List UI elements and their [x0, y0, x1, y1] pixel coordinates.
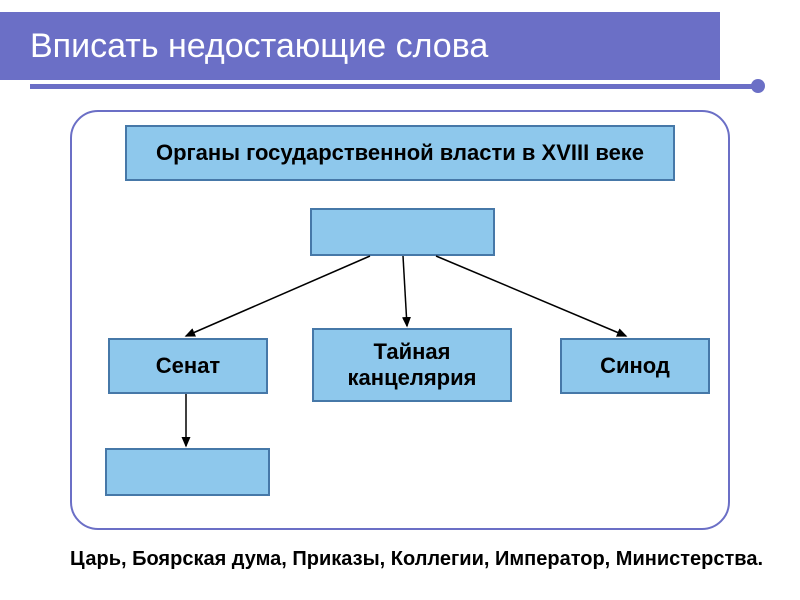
title-underline	[30, 84, 755, 89]
node-secret-text: Тайная канцелярия	[314, 339, 510, 392]
slide-title-text: Вписать недостающие слова	[30, 27, 488, 66]
diagram-header-text: Органы государственной власти в XVIII ве…	[156, 140, 644, 166]
node-senate-text: Сенат	[156, 353, 220, 379]
node-secret: Тайная канцелярия	[312, 328, 512, 402]
diagram-header-box: Органы государственной власти в XVIII ве…	[125, 125, 675, 181]
node-senate: Сенат	[108, 338, 268, 394]
node-sinod: Синод	[560, 338, 710, 394]
node-top-empty	[310, 208, 495, 256]
title-dot	[751, 79, 765, 93]
footer-wordbank-text: Царь, Боярская дума, Приказы, Коллегии, …	[70, 548, 763, 570]
node-sinod-text: Синод	[600, 353, 670, 379]
node-bottom-empty	[105, 448, 270, 496]
footer-wordbank: Царь, Боярская дума, Приказы, Коллегии, …	[70, 548, 770, 571]
slide-title-box: Вписать недостающие слова	[0, 12, 720, 80]
